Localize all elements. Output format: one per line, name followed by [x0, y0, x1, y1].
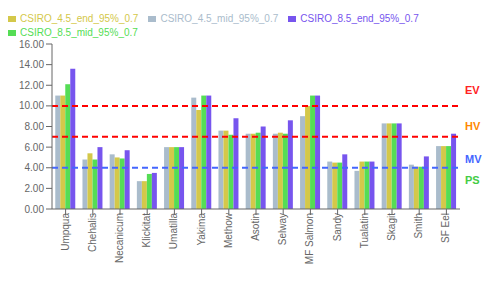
svg-text:Umpqua: Umpqua	[60, 213, 71, 251]
svg-text:12.00: 12.00	[19, 80, 44, 91]
svg-text:6.00: 6.00	[25, 142, 45, 153]
html-text:CSIRO_8.5_mid_95%_0.7: CSIRO_8.5_mid_95%_0.7	[20, 27, 138, 38]
html-text:CSIRO_4.5_end_95%_0.7: CSIRO_4.5_end_95%_0.7	[20, 13, 139, 24]
svg-text:16.00: 16.00	[19, 39, 44, 50]
svg-text:Asotin: Asotin	[250, 213, 261, 241]
svg-text:0.00: 0.00	[25, 204, 45, 215]
html-text:CSIRO_8.5_end_95%_0.7: CSIRO_8.5_end_95%_0.7	[300, 13, 419, 24]
svg-text:Tualatin: Tualatin	[359, 213, 370, 248]
svg-text:MF Salmon: MF Salmon	[305, 213, 316, 264]
svg-text:Chehalis: Chehalis	[87, 213, 98, 252]
svg-text:SF Eel: SF Eel	[441, 213, 452, 243]
svg-text:EV: EV	[465, 84, 480, 96]
svg-text:Selway: Selway	[277, 213, 288, 245]
svg-text:8.00: 8.00	[25, 121, 45, 132]
svg-text:Necanicum: Necanicum	[114, 213, 125, 263]
svg-text:14.00: 14.00	[19, 59, 44, 70]
svg-text:Yakima: Yakima	[196, 213, 207, 246]
svg-text:Smith: Smith	[413, 213, 424, 239]
svg-text:4.00: 4.00	[25, 162, 45, 173]
svg-text:Sandy: Sandy	[332, 213, 343, 241]
svg-text:Skagit: Skagit	[386, 213, 397, 241]
svg-text:PS: PS	[465, 174, 480, 186]
svg-text:Klickitat: Klickitat	[141, 213, 152, 248]
svg-text:10.00: 10.00	[19, 100, 44, 111]
svg-text:MV: MV	[465, 153, 482, 165]
svg-text:Methow: Methow	[223, 212, 234, 248]
svg-text:Umatilla: Umatilla	[169, 213, 180, 250]
html-text:CSIRO_4.5_mid_95%_0.7: CSIRO_4.5_mid_95%_0.7	[160, 13, 279, 24]
svg-text:HV: HV	[465, 120, 481, 132]
svg-text:2.00: 2.00	[25, 183, 45, 194]
